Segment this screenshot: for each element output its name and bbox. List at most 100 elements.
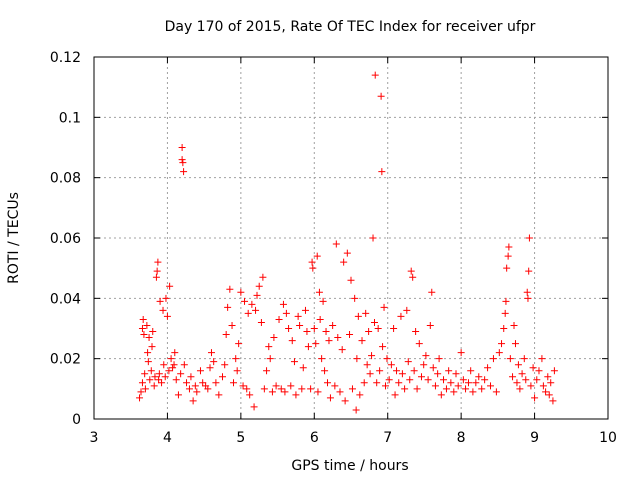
data-point [544,373,552,381]
data-point [260,385,268,393]
data-point [259,273,267,281]
data-point [495,349,503,357]
data-point [354,312,362,320]
data-points [136,71,558,414]
data-point [136,394,144,402]
data-point [329,321,337,329]
data-point [325,337,333,345]
y-tick-label: 0 [72,412,81,428]
data-point [341,397,349,405]
data-point [199,379,207,387]
y-tick-label: 0.02 [50,352,81,368]
data-point [377,92,385,100]
data-point [520,355,528,363]
data-point [469,388,477,396]
data-point [502,297,510,305]
data-point [529,364,537,372]
data-point [265,343,273,351]
data-point [313,252,321,260]
y-tick-label: 0.12 [50,50,81,66]
data-point [489,355,497,363]
data-point [141,370,149,378]
data-point [403,306,411,314]
data-point [531,394,539,402]
data-point [191,382,199,390]
data-point [292,391,300,399]
data-point [263,367,271,375]
data-point [298,385,306,393]
data-point [318,355,326,363]
data-point [475,373,483,381]
data-point [232,355,240,363]
data-point [459,376,467,384]
x-axis-label: GPS time / hours [291,458,408,474]
data-point [535,367,543,375]
data-point [294,312,302,320]
data-point [356,391,364,399]
data-point [183,379,191,387]
data-point [154,258,162,266]
data-point [547,379,555,387]
data-point [141,385,149,393]
data-point [266,355,274,363]
data-point [538,355,546,363]
data-point [246,391,254,399]
data-point [550,367,558,375]
data-point [152,273,160,281]
data-point [226,285,234,293]
data-point [322,328,330,336]
y-axis-label: ROTI / TECUs [6,192,22,284]
data-point [522,376,530,384]
data-point [334,334,342,342]
data-point [160,361,168,369]
data-point [210,358,218,366]
data-point [370,318,378,326]
data-point [513,379,521,387]
data-point [331,382,339,390]
data-point [270,334,278,342]
data-point [525,234,533,242]
data-point [169,364,177,372]
data-point [498,340,506,348]
data-point [434,370,442,378]
data-point [147,367,155,375]
data-point [281,388,289,396]
data-point [165,367,173,375]
data-point [140,331,148,339]
data-point [153,267,161,275]
x-tick-label: 8 [457,430,466,446]
data-point [395,379,403,387]
data-point [539,382,547,390]
data-point [523,288,531,296]
data-point [462,385,470,393]
data-point [212,379,220,387]
data-point [170,361,178,369]
data-point [525,267,533,275]
data-point [303,328,311,336]
data-point [454,382,462,390]
y-tick-label: 0.06 [50,231,81,247]
data-point [426,321,434,329]
data-point [315,288,323,296]
data-point [307,385,315,393]
data-point [484,364,492,372]
data-point [219,373,226,381]
data-point [442,385,450,393]
data-point [346,331,354,339]
data-point [397,312,405,320]
data-point [348,385,356,393]
data-point [373,379,381,387]
data-point [166,282,174,290]
x-tick-label: 9 [530,430,539,446]
y-axis-ticks: 0 0.02 0.04 0.06 0.08 0.1 0.12 [50,50,608,428]
data-point [391,391,399,399]
data-point [401,385,409,393]
y-tick-label: 0.1 [59,110,81,126]
data-point [319,297,327,305]
data-point [180,361,188,369]
data-point [206,364,214,372]
data-point [509,373,517,381]
y-tick-label: 0.08 [50,171,81,187]
data-point [282,309,290,317]
data-point [180,168,188,176]
